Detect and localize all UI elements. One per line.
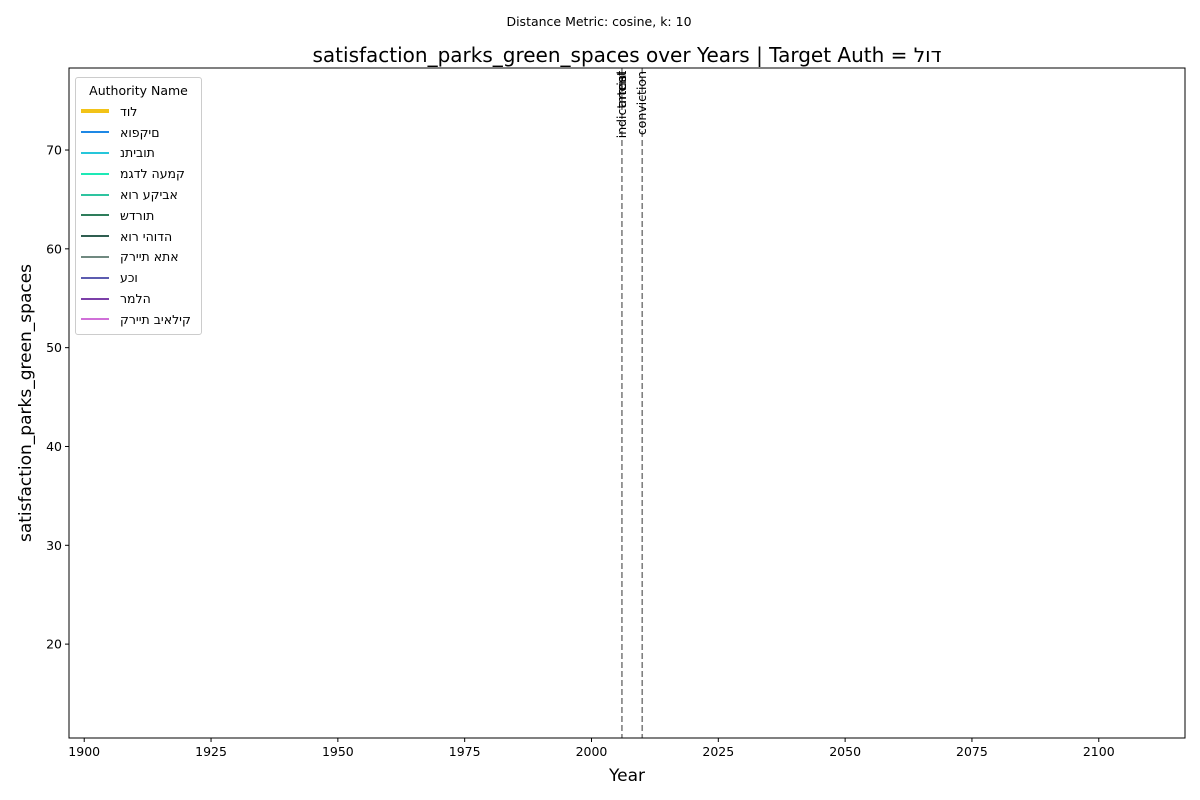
legend-item: קריית אתא xyxy=(76,247,201,268)
y-tick-label: 20 xyxy=(46,637,62,652)
legend-item: קריית ביאליק xyxy=(76,309,201,330)
legend-item: אור עקיבא xyxy=(76,184,201,205)
legend-swatch xyxy=(81,214,109,217)
event-label: indictment xyxy=(614,71,629,138)
legend-label: אור עקיבא xyxy=(120,187,178,203)
x-tick-label: 2050 xyxy=(829,744,861,759)
y-tick-label: 70 xyxy=(46,143,62,158)
legend-label: קריית ביאליק xyxy=(120,311,191,327)
legend-swatch xyxy=(81,235,109,238)
y-axis: 20 30 40 50 60 70 xyxy=(46,143,69,652)
y-axis-label: satisfaction_parks_green_spaces xyxy=(16,264,36,542)
x-tick-label: 1975 xyxy=(449,744,481,759)
legend-swatch xyxy=(81,193,109,196)
y-tick-label: 40 xyxy=(46,439,62,454)
legend: Authority Name דול אופקים נתיבות מגדל העמק א… xyxy=(75,77,202,335)
legend-swatch xyxy=(81,151,109,154)
y-tick-label: 60 xyxy=(46,241,62,256)
legend-swatch xyxy=(81,276,109,279)
legend-label: דול xyxy=(120,103,138,119)
legend-label: אופקים xyxy=(120,124,160,140)
legend-item: רמלה xyxy=(76,288,201,309)
legend-label: שדרות xyxy=(120,207,155,223)
legend-swatch xyxy=(81,297,109,300)
y-tick-label: 50 xyxy=(46,340,62,355)
chart-suptitle: Distance Metric: cosine, k: 10 xyxy=(506,14,691,29)
legend-item: שדרות xyxy=(76,205,201,226)
x-tick-label: 1950 xyxy=(322,744,354,759)
legend-label: רמלה xyxy=(120,291,151,307)
legend-swatch xyxy=(81,172,109,175)
x-tick-label: 1900 xyxy=(68,744,100,759)
legend-label: קריית אתא xyxy=(120,249,179,265)
x-tick-label: 1925 xyxy=(195,744,227,759)
legend-item: עכו xyxy=(76,267,201,288)
legend-label: מגדל העמק xyxy=(120,166,185,182)
legend-swatch xyxy=(81,109,109,114)
x-tick-label: 2075 xyxy=(956,744,988,759)
x-tick-label: 2100 xyxy=(1083,744,1115,759)
legend-swatch xyxy=(81,255,109,258)
x-tick-label: 2025 xyxy=(702,744,734,759)
y-tick-label: 30 xyxy=(46,538,62,553)
x-axis-label: Year xyxy=(608,766,645,786)
event-label: conviction xyxy=(634,71,649,135)
x-axis: 1900 1925 1950 1975 2000 2025 2050 2075 2100 xyxy=(68,738,1115,759)
legend-item: אור יהודה xyxy=(76,226,201,247)
x-tick-label: 2000 xyxy=(576,744,608,759)
plot-area xyxy=(68,67,1186,739)
legend-label: נתיבות xyxy=(120,145,155,161)
legend-item: דול xyxy=(76,101,201,122)
event-label: trial xyxy=(614,71,629,96)
legend-item: מגדל העמק xyxy=(76,163,201,184)
event-label: arrest xyxy=(614,71,629,108)
legend-item: אופקים xyxy=(76,122,201,143)
legend-item: נתיבות xyxy=(76,143,201,164)
legend-swatch xyxy=(81,318,109,321)
chart-title: satisfaction_parks_green_spaces over Yea… xyxy=(313,43,942,67)
legend-label: אור יהודה xyxy=(120,228,173,244)
legend-swatch xyxy=(81,131,109,134)
legend-title: Authority Name xyxy=(89,83,188,98)
legend-label: עכו xyxy=(120,270,138,286)
